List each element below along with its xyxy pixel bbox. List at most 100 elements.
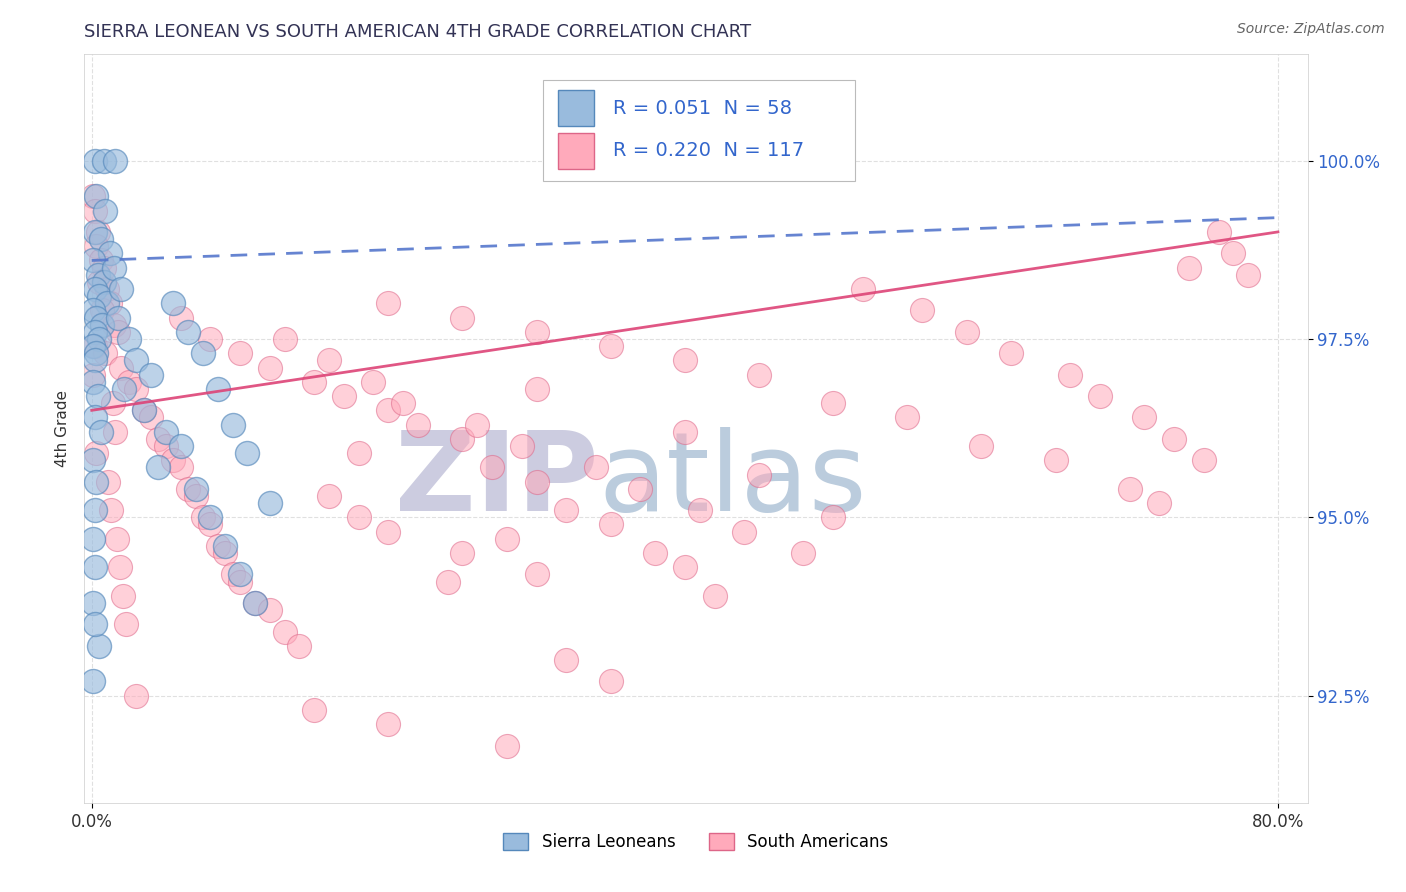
Point bbox=[229, 346, 252, 360]
Point bbox=[526, 475, 548, 489]
Point bbox=[1000, 346, 1022, 360]
Point bbox=[1192, 453, 1215, 467]
Point bbox=[83, 410, 105, 425]
Point bbox=[191, 510, 214, 524]
Point bbox=[243, 596, 266, 610]
Point bbox=[105, 532, 128, 546]
Point bbox=[94, 346, 117, 360]
Point bbox=[585, 460, 607, 475]
Point bbox=[214, 546, 236, 560]
Point bbox=[555, 503, 578, 517]
Point bbox=[599, 674, 621, 689]
Point bbox=[112, 382, 135, 396]
Point bbox=[84, 189, 107, 203]
Point bbox=[1118, 482, 1140, 496]
Point bbox=[91, 318, 114, 332]
Point bbox=[214, 539, 236, 553]
Point bbox=[107, 325, 129, 339]
Point bbox=[377, 524, 399, 539]
Point bbox=[90, 253, 112, 268]
Point bbox=[103, 318, 125, 332]
Point bbox=[823, 510, 845, 524]
Point bbox=[377, 403, 399, 417]
Point bbox=[139, 410, 162, 425]
Point bbox=[823, 396, 845, 410]
Point bbox=[90, 425, 112, 439]
Point bbox=[83, 560, 105, 574]
Point bbox=[221, 417, 243, 432]
Text: R = 0.051  N = 58: R = 0.051 N = 58 bbox=[613, 99, 792, 118]
Point bbox=[273, 332, 295, 346]
Legend: Sierra Leoneans, South Americans: Sierra Leoneans, South Americans bbox=[496, 827, 896, 858]
Point bbox=[101, 396, 124, 410]
Point bbox=[748, 467, 770, 482]
Point bbox=[125, 382, 148, 396]
Point bbox=[481, 460, 503, 475]
Point bbox=[673, 560, 696, 574]
Point bbox=[896, 410, 918, 425]
Point bbox=[955, 325, 977, 339]
Point bbox=[82, 368, 104, 382]
Point bbox=[599, 339, 621, 353]
Point bbox=[510, 439, 533, 453]
Point bbox=[377, 717, 399, 731]
Point bbox=[1178, 260, 1201, 275]
Point bbox=[628, 482, 651, 496]
Point bbox=[318, 353, 340, 368]
Point bbox=[82, 375, 104, 389]
Point bbox=[911, 303, 934, 318]
Point bbox=[82, 596, 104, 610]
Point bbox=[84, 446, 107, 460]
Point bbox=[111, 589, 134, 603]
Point bbox=[184, 482, 207, 496]
Point bbox=[118, 375, 141, 389]
Point bbox=[689, 503, 711, 517]
Point bbox=[177, 482, 200, 496]
Point bbox=[91, 303, 114, 318]
Point bbox=[1163, 432, 1185, 446]
Point bbox=[200, 332, 222, 346]
Point bbox=[96, 296, 118, 310]
Point bbox=[496, 739, 519, 753]
Point bbox=[733, 524, 755, 539]
Point bbox=[148, 460, 170, 475]
Point bbox=[170, 310, 193, 325]
Point bbox=[90, 232, 112, 246]
Point bbox=[83, 153, 105, 168]
Point bbox=[302, 375, 325, 389]
Point bbox=[207, 539, 229, 553]
Point bbox=[644, 546, 666, 560]
Point bbox=[170, 439, 193, 453]
Point bbox=[83, 225, 105, 239]
Point bbox=[184, 489, 207, 503]
Point bbox=[273, 624, 295, 639]
Point bbox=[107, 310, 129, 325]
Point bbox=[83, 353, 105, 368]
Point bbox=[1088, 389, 1111, 403]
Point bbox=[236, 446, 259, 460]
FancyBboxPatch shape bbox=[558, 90, 595, 126]
Point bbox=[496, 532, 519, 546]
Point bbox=[673, 353, 696, 368]
Point bbox=[792, 546, 814, 560]
Point bbox=[191, 346, 214, 360]
Point bbox=[392, 396, 415, 410]
Point bbox=[89, 639, 111, 653]
Point bbox=[89, 332, 111, 346]
Point bbox=[259, 603, 281, 617]
Point bbox=[94, 203, 117, 218]
Point bbox=[84, 475, 107, 489]
Point bbox=[98, 296, 121, 310]
Point bbox=[96, 282, 118, 296]
Point bbox=[83, 503, 105, 517]
Point bbox=[229, 567, 252, 582]
Point bbox=[526, 325, 548, 339]
Point bbox=[207, 382, 229, 396]
Point bbox=[103, 260, 125, 275]
Point bbox=[118, 332, 141, 346]
Point bbox=[200, 517, 222, 532]
Point bbox=[406, 417, 429, 432]
Point bbox=[82, 253, 104, 268]
Point bbox=[83, 617, 105, 632]
Point bbox=[86, 225, 108, 239]
